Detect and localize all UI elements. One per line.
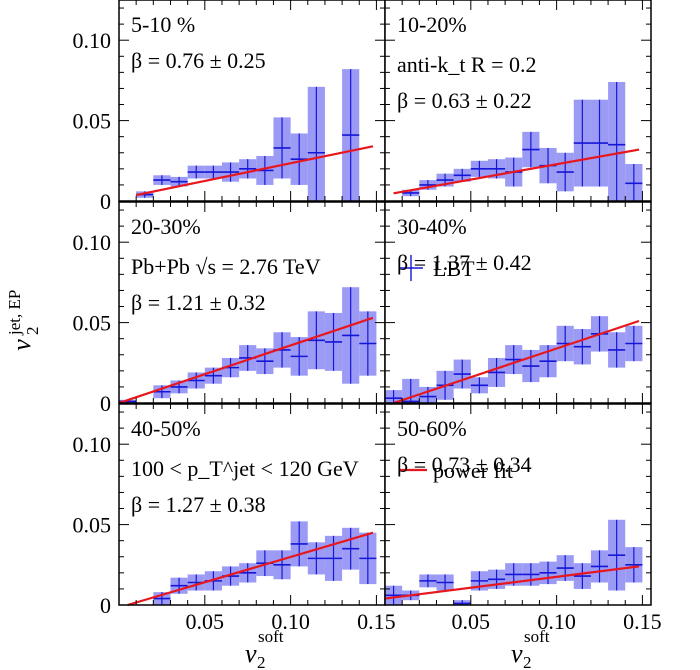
power-fit-line [384, 565, 640, 600]
y-tick-label: 0.10 [73, 230, 112, 255]
svg-text:soft: soft [258, 627, 284, 646]
power-fit-line [393, 319, 640, 405]
y-tick-label: 0.10 [73, 432, 112, 457]
panel-frame [384, 0, 652, 202]
x-tick-label: 0.15 [357, 609, 396, 634]
power-fit-line [393, 148, 640, 195]
panel-2 [384, 0, 652, 202]
y-tick-label: 0.05 [73, 311, 112, 336]
svg-text:v: v [511, 639, 523, 668]
beta-value: β = 1.27 ± 0.38 [131, 492, 266, 517]
y-axis-title: v 2 jet, EP [5, 290, 42, 351]
x-tick-label: 0.10 [537, 609, 576, 634]
svg-text:soft: soft [524, 627, 550, 646]
centrality-label: 30-40% [397, 214, 467, 239]
svg-text:2: 2 [523, 653, 532, 670]
tick-labels: 0 0.05 0.10 0 0.05 0.10 0 0.05 0.10 0.05 0.10 0.15 0… [73, 28, 662, 634]
beta-value: β = 0.73 ± 0.34 [397, 452, 532, 477]
beta-value: β = 0.76 ± 0.25 [131, 48, 266, 73]
panel-4 [384, 201, 652, 405]
y-tick-label: 0 [100, 593, 111, 618]
y-tick-label: 0 [100, 189, 111, 214]
power-fit-line [135, 145, 374, 197]
panel-3 [118, 201, 386, 405]
x-tick-label: 0.05 [452, 609, 491, 634]
power-fit-line [127, 531, 374, 607]
centrality-label: 5-10 % [131, 12, 195, 37]
beta-value: β = 1.21 ± 0.32 [131, 290, 266, 315]
y-tick-label: 0.05 [73, 109, 112, 134]
panel-frame [384, 403, 652, 606]
x-tick-label: 0.15 [623, 609, 662, 634]
x-tick-label: 0.10 [271, 609, 310, 634]
centrality-label: 10-20% [397, 12, 467, 37]
svg-text:v: v [245, 639, 257, 668]
power-fit-line [118, 316, 374, 405]
y-tick-label: 0.10 [73, 28, 112, 53]
y-tick-label: 0.05 [73, 513, 112, 538]
centrality-label: 40-50% [131, 416, 201, 441]
centrality-label: 50-60% [397, 416, 467, 441]
y-axis-title-sub: 2 [23, 327, 42, 336]
beta-value: β = 1.37 ± 0.42 [397, 250, 532, 275]
panels-layer [118, 0, 652, 607]
panel-annotations: 5-10 % β = 0.76 ± 0.25 10-20% anti-k_t R = … [131, 12, 537, 517]
legend-label: power fit [433, 458, 513, 483]
beta-value: β = 0.63 ± 0.22 [397, 88, 532, 113]
panel-5 [118, 403, 386, 607]
y-tick-label: 0 [100, 391, 111, 416]
x-axis-title-left: v 2 soft [245, 627, 284, 670]
y-axis-title-sup: jet, EP [5, 290, 24, 336]
panel-note: Pb+Pb √s = 2.76 TeV [131, 254, 321, 279]
x-tick-label: 0.05 [186, 609, 225, 634]
panel-6 [384, 403, 652, 606]
y-axis-title-v: v [7, 339, 36, 351]
x-axis-title-right: v 2 soft [511, 627, 550, 670]
panel-note: 100 < p_T^jet < 120 GeV [131, 456, 359, 481]
panel-1 [118, 0, 386, 202]
svg-text:2: 2 [257, 653, 266, 670]
panel-frame [384, 201, 652, 404]
panel-note: anti-k_t R = 0.2 [397, 52, 537, 77]
centrality-label: 20-30% [131, 214, 201, 239]
legend-label: LBT [433, 256, 475, 281]
